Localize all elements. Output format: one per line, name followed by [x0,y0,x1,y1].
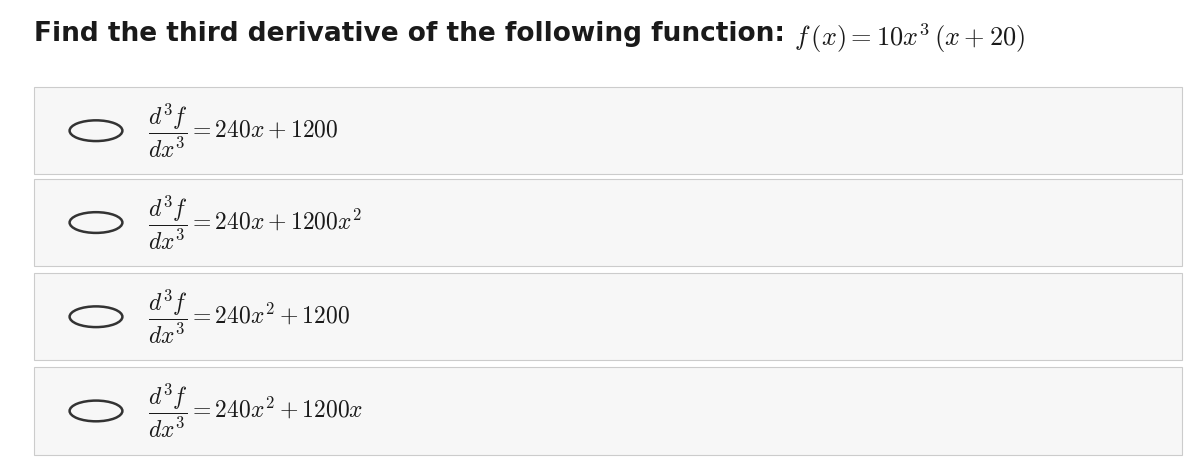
Text: $\dfrac{d^3 f}{dx^3} = 240x + 1200x^2$: $\dfrac{d^3 f}{dx^3} = 240x + 1200x^2$ [148,193,361,252]
Text: $\dfrac{d^3 f}{dx^3} = 240x^2 + 1200$: $\dfrac{d^3 f}{dx^3} = 240x^2 + 1200$ [148,287,349,346]
FancyBboxPatch shape [34,367,1182,455]
FancyBboxPatch shape [34,273,1182,360]
Text: Find the third derivative of the following function:: Find the third derivative of the followi… [34,21,793,47]
Text: $f\,(x) = 10x^3\,(x + 20)$: $f\,(x) = 10x^3\,(x + 20)$ [793,21,1025,55]
Text: $\dfrac{d^3 f}{dx^3} = 240x + 1200$: $\dfrac{d^3 f}{dx^3} = 240x + 1200$ [148,101,338,160]
FancyBboxPatch shape [34,179,1182,266]
Text: $\dfrac{d^3 f}{dx^3} = 240x^2 + 1200x$: $\dfrac{d^3 f}{dx^3} = 240x^2 + 1200x$ [148,382,362,440]
FancyBboxPatch shape [34,87,1182,174]
